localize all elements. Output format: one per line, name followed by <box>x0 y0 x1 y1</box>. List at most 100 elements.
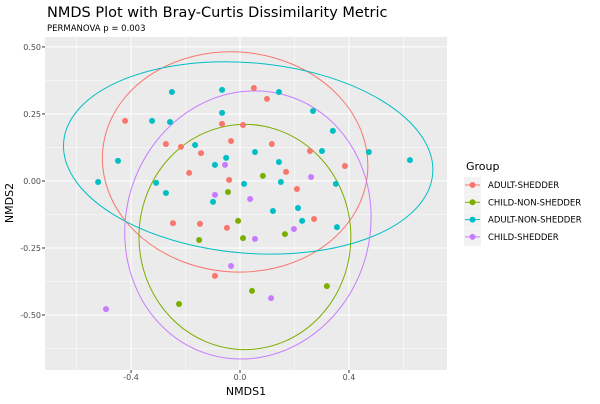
point-child-non-shedder <box>281 231 288 238</box>
point-adult-shedder <box>268 140 275 147</box>
point-child-non-shedder <box>259 172 266 179</box>
point-adult-shedder <box>283 168 290 175</box>
major-gridlines <box>45 37 447 370</box>
chart-title: NMDS Plot with Bray-Curtis Dissimilarity… <box>47 5 388 21</box>
x-tick-label: -0.4 <box>123 373 139 382</box>
point-adult-non-shedder <box>114 157 121 164</box>
legend-label: CHILD-NON-SHEDDER <box>488 198 581 208</box>
minor-gridlines <box>45 37 447 370</box>
point-adult-shedder <box>170 220 177 227</box>
point-adult-shedder <box>122 117 129 124</box>
point-adult-non-shedder <box>299 217 306 224</box>
point-adult-shedder <box>223 224 230 231</box>
point-child-non-shedder <box>240 235 247 242</box>
point-adult-shedder <box>341 162 348 169</box>
point-adult-non-shedder <box>211 161 218 168</box>
legend-label: ADULT-SHEDDER <box>488 181 559 191</box>
point-adult-non-shedder <box>162 190 169 197</box>
point-adult-shedder <box>177 143 184 150</box>
data-points <box>95 84 413 313</box>
point-adult-non-shedder <box>241 180 248 187</box>
point-adult-non-shedder <box>275 158 282 165</box>
point-adult-non-shedder <box>318 147 325 154</box>
y-tick-label: 0.50 <box>23 43 41 52</box>
point-adult-non-shedder <box>149 117 156 124</box>
point-child-shedder <box>211 191 218 198</box>
legend-item-adult-shedder: ADULT-SHEDDER <box>464 177 559 194</box>
legend-label: ADULT-NON-SHEDDER <box>488 216 582 226</box>
plot-panel <box>45 37 447 370</box>
point-adult-shedder <box>311 216 318 223</box>
point-child-shedder <box>251 235 258 242</box>
point-adult-shedder <box>186 169 193 176</box>
point-adult-shedder <box>198 150 205 157</box>
legend: Group ADULT-SHEDDER CHILD-NON-SHEDDER ADUL… <box>464 160 582 246</box>
ellipse-adult-shedder <box>101 51 369 273</box>
point-child-shedder <box>308 173 315 180</box>
point-adult-non-shedder <box>251 149 258 156</box>
legend-label: CHILD-SHEDDER <box>488 233 559 243</box>
point-adult-non-shedder <box>310 108 316 114</box>
x-axis-ticks: -0.4 0.0 0.4 <box>123 370 355 382</box>
point-child-shedder <box>222 161 229 168</box>
legend-item-adult-non-shedder: ADULT-NON-SHEDDER <box>464 211 582 229</box>
point-adult-non-shedder <box>332 180 339 187</box>
point-child-non-shedder <box>196 236 203 243</box>
legend-title: Group <box>466 160 500 173</box>
point-adult-non-shedder <box>406 157 413 164</box>
point-child-shedder <box>247 195 254 202</box>
point-adult-shedder <box>219 120 226 127</box>
point-adult-non-shedder <box>167 118 174 125</box>
point-child-non-shedder <box>235 217 242 224</box>
point-adult-non-shedder <box>192 142 199 149</box>
point-child-non-shedder <box>176 301 182 308</box>
x-tick-label: 0.0 <box>234 373 247 382</box>
point-adult-shedder <box>226 176 233 183</box>
point-adult-non-shedder <box>219 109 226 116</box>
point-child-shedder <box>268 295 275 302</box>
point-child-shedder <box>290 225 297 232</box>
point-child-non-shedder <box>248 287 255 294</box>
legend-item-child-non-shedder: CHILD-NON-SHEDDER <box>464 194 581 212</box>
y-tick-label: 0.25 <box>23 110 41 119</box>
y-axis-ticks: 0.50 0.25 0.00 -0.25 -0.50 <box>20 43 45 320</box>
point-adult-non-shedder <box>269 208 276 215</box>
ellipse-adult-non-shedder <box>62 61 434 255</box>
y-tick-label: -0.25 <box>20 244 41 253</box>
point-child-non-shedder <box>323 283 330 290</box>
point-adult-non-shedder <box>219 86 226 93</box>
point-adult-shedder <box>162 140 169 147</box>
point-adult-non-shedder <box>277 179 284 186</box>
point-child-shedder <box>228 262 235 269</box>
point-adult-non-shedder <box>275 88 282 95</box>
point-child-shedder <box>103 306 110 313</box>
legend-item-child-shedder: CHILD-SHEDDER <box>464 228 559 246</box>
point-adult-shedder <box>250 84 257 91</box>
point-adult-shedder <box>240 121 247 128</box>
point-adult-non-shedder <box>153 179 160 186</box>
ellipse-child-shedder <box>124 90 372 360</box>
y-tick-label: -0.50 <box>20 311 41 320</box>
y-axis-label: NMDS2 <box>3 183 16 223</box>
point-adult-non-shedder <box>210 198 217 205</box>
point-adult-shedder <box>196 220 203 227</box>
point-adult-non-shedder <box>295 205 302 212</box>
point-adult-shedder <box>211 272 218 279</box>
point-adult-non-shedder <box>329 127 336 134</box>
x-tick-label: 0.4 <box>343 373 356 382</box>
point-child-non-shedder <box>225 188 232 195</box>
y-tick-label: 0.00 <box>23 177 41 186</box>
point-adult-shedder <box>293 186 300 193</box>
x-axis-label: NMDS1 <box>226 385 266 398</box>
point-adult-non-shedder <box>333 224 340 231</box>
chart-subtitle: PERMANOVA p = 0.003 <box>47 24 146 34</box>
point-adult-non-shedder <box>168 88 175 95</box>
point-adult-shedder <box>228 138 235 145</box>
point-adult-shedder <box>263 95 270 102</box>
confidence-ellipses <box>62 51 434 360</box>
point-adult-non-shedder <box>223 154 230 161</box>
point-adult-non-shedder <box>95 179 102 186</box>
point-adult-non-shedder <box>365 149 372 156</box>
point-adult-shedder <box>307 147 314 154</box>
